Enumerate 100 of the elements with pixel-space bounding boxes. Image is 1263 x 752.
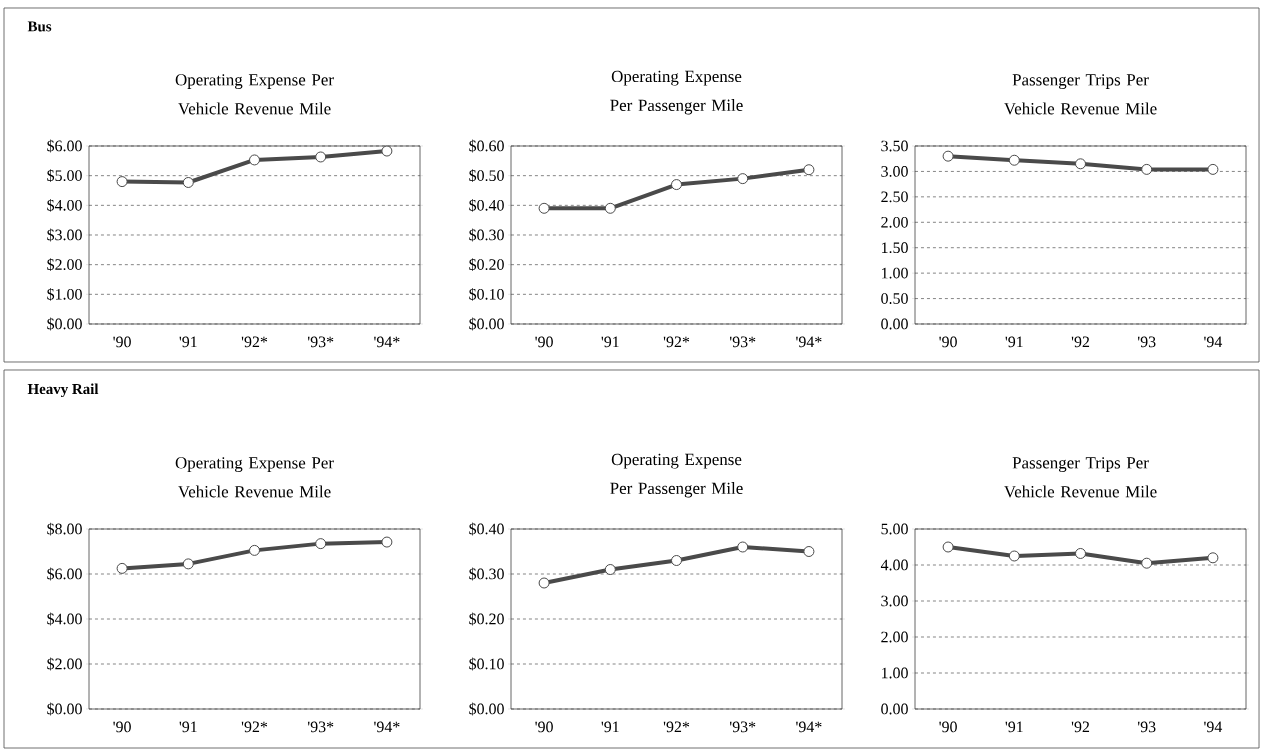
y-tick-label: 5.00 bbox=[881, 523, 908, 535]
point bbox=[1141, 557, 1153, 569]
x-tick-label: '90 bbox=[113, 336, 131, 348]
y-tick-label: 4.00 bbox=[880, 559, 908, 571]
x-tick-label: '94* bbox=[796, 336, 822, 348]
x-tick-label: '94* bbox=[374, 336, 400, 348]
point bbox=[182, 558, 194, 570]
y-tick-label: $0.20 bbox=[469, 258, 504, 272]
point bbox=[737, 173, 749, 185]
chart-title: Operating Expense Per Vehicle Revenue Mile bbox=[175, 74, 334, 115]
point bbox=[1075, 158, 1087, 170]
point bbox=[737, 541, 749, 553]
y-tick-label: $0.00 bbox=[47, 702, 82, 716]
x-tick-label: '90 bbox=[939, 336, 957, 348]
point bbox=[671, 555, 683, 566]
y-tick-label: $0.10 bbox=[469, 287, 504, 301]
y-tick-label: $6.00 bbox=[47, 139, 82, 153]
y-tick-label: 0.50 bbox=[881, 293, 908, 304]
point bbox=[116, 562, 128, 574]
y-tick-label: 3.50 bbox=[881, 140, 908, 152]
point bbox=[604, 202, 616, 214]
y-tick-label: $0.00 bbox=[469, 317, 504, 331]
point bbox=[249, 544, 260, 556]
x-tick-label: '94* bbox=[374, 721, 400, 733]
x-tick-label: '90 bbox=[939, 721, 957, 733]
point bbox=[116, 176, 128, 188]
y-tick-label: $8.00 bbox=[47, 522, 82, 536]
y-tick-label: 3.00 bbox=[881, 595, 908, 607]
x-tick-label: '92* bbox=[663, 721, 690, 733]
point bbox=[381, 145, 393, 157]
x-tick-label: '92* bbox=[241, 721, 268, 733]
y-tick-label: $0.40 bbox=[469, 522, 504, 536]
point bbox=[671, 179, 683, 191]
chart-title: Passenger Trips Per Vehicle Revenue Mile bbox=[1004, 457, 1157, 498]
y-tick-label: 0.00 bbox=[881, 703, 908, 715]
point bbox=[942, 150, 954, 162]
point bbox=[1008, 154, 1020, 166]
point bbox=[803, 164, 815, 176]
x-tick-label: '91 bbox=[1005, 336, 1023, 348]
x-tick-label: '92* bbox=[241, 336, 268, 348]
x-tick-label: '91 bbox=[179, 721, 197, 733]
text: Bus bbox=[27, 21, 52, 32]
x-tick-label: '93* bbox=[729, 336, 756, 348]
x-tick-label: '92 bbox=[1071, 721, 1090, 733]
y-tick-label: $0.20 bbox=[469, 612, 504, 626]
y-tick-label: $1.00 bbox=[47, 287, 82, 301]
y-tick-label: $6.00 bbox=[47, 567, 82, 581]
x-tick-label: '94 bbox=[1204, 721, 1223, 733]
y-tick-label: 2.00 bbox=[881, 631, 908, 643]
y-tick-label: 0.00 bbox=[881, 318, 908, 330]
point bbox=[538, 577, 550, 589]
y-tick-label: $0.00 bbox=[469, 702, 504, 716]
y-tick-label: $5.00 bbox=[47, 169, 82, 183]
y-tick-label: $0.40 bbox=[469, 198, 504, 212]
point bbox=[1207, 163, 1219, 175]
chart-title: Operating Expense Per Passenger Mile bbox=[610, 70, 743, 115]
x-tick-label: '90 bbox=[535, 721, 553, 733]
y-tick-label: $2.00 bbox=[47, 657, 82, 671]
x-tick-label: '93* bbox=[729, 721, 756, 733]
x-tick-label: '90 bbox=[535, 336, 553, 348]
point bbox=[249, 154, 260, 166]
text: Heavy Rail bbox=[27, 383, 99, 398]
x-tick-label: '93 bbox=[1137, 336, 1156, 348]
y-tick-label: $3.00 bbox=[47, 228, 82, 242]
y-tick-label: 1.00 bbox=[882, 267, 908, 279]
point bbox=[182, 176, 194, 188]
y-tick-label: $4.00 bbox=[47, 612, 82, 626]
point bbox=[604, 564, 616, 575]
x-tick-label: '91 bbox=[601, 721, 619, 733]
y-tick-label: $0.30 bbox=[469, 228, 504, 242]
x-tick-label: '92* bbox=[663, 336, 690, 348]
x-tick-label: '93* bbox=[307, 336, 334, 348]
y-tick-label: 1.50 bbox=[882, 242, 908, 254]
point bbox=[1207, 552, 1219, 564]
x-tick-label: '93 bbox=[1137, 721, 1156, 733]
y-tick-label: $0.30 bbox=[469, 567, 504, 581]
y-tick-label: $0.50 bbox=[469, 169, 504, 183]
x-tick-label: '92 bbox=[1071, 336, 1090, 348]
x-tick-label: '91 bbox=[1005, 721, 1023, 733]
point bbox=[1141, 163, 1153, 175]
point bbox=[315, 538, 327, 550]
chart-title: Operating Expense Per Passenger Mile bbox=[610, 453, 743, 498]
point bbox=[1075, 547, 1087, 559]
chart-title: Passenger Trips Per Vehicle Revenue Mile bbox=[1004, 74, 1157, 115]
point bbox=[942, 541, 954, 553]
point bbox=[538, 202, 550, 214]
point bbox=[1008, 550, 1020, 562]
chart-title: Operating Expense Per Vehicle Revenue Mile bbox=[175, 457, 334, 498]
x-tick-label: '94* bbox=[796, 721, 822, 733]
point bbox=[381, 536, 393, 548]
point bbox=[315, 151, 327, 163]
y-tick-label: 3.00 bbox=[881, 166, 908, 177]
point bbox=[803, 546, 815, 557]
y-tick-label: $2.00 bbox=[47, 258, 82, 272]
x-tick-label: '90 bbox=[113, 721, 131, 733]
y-tick-label: $0.00 bbox=[47, 317, 82, 331]
y-tick-label: 2.00 bbox=[881, 216, 908, 228]
y-tick-label: 1.00 bbox=[882, 667, 908, 679]
y-tick-label: 2.50 bbox=[881, 191, 908, 203]
x-tick-label: '93* bbox=[307, 721, 334, 733]
